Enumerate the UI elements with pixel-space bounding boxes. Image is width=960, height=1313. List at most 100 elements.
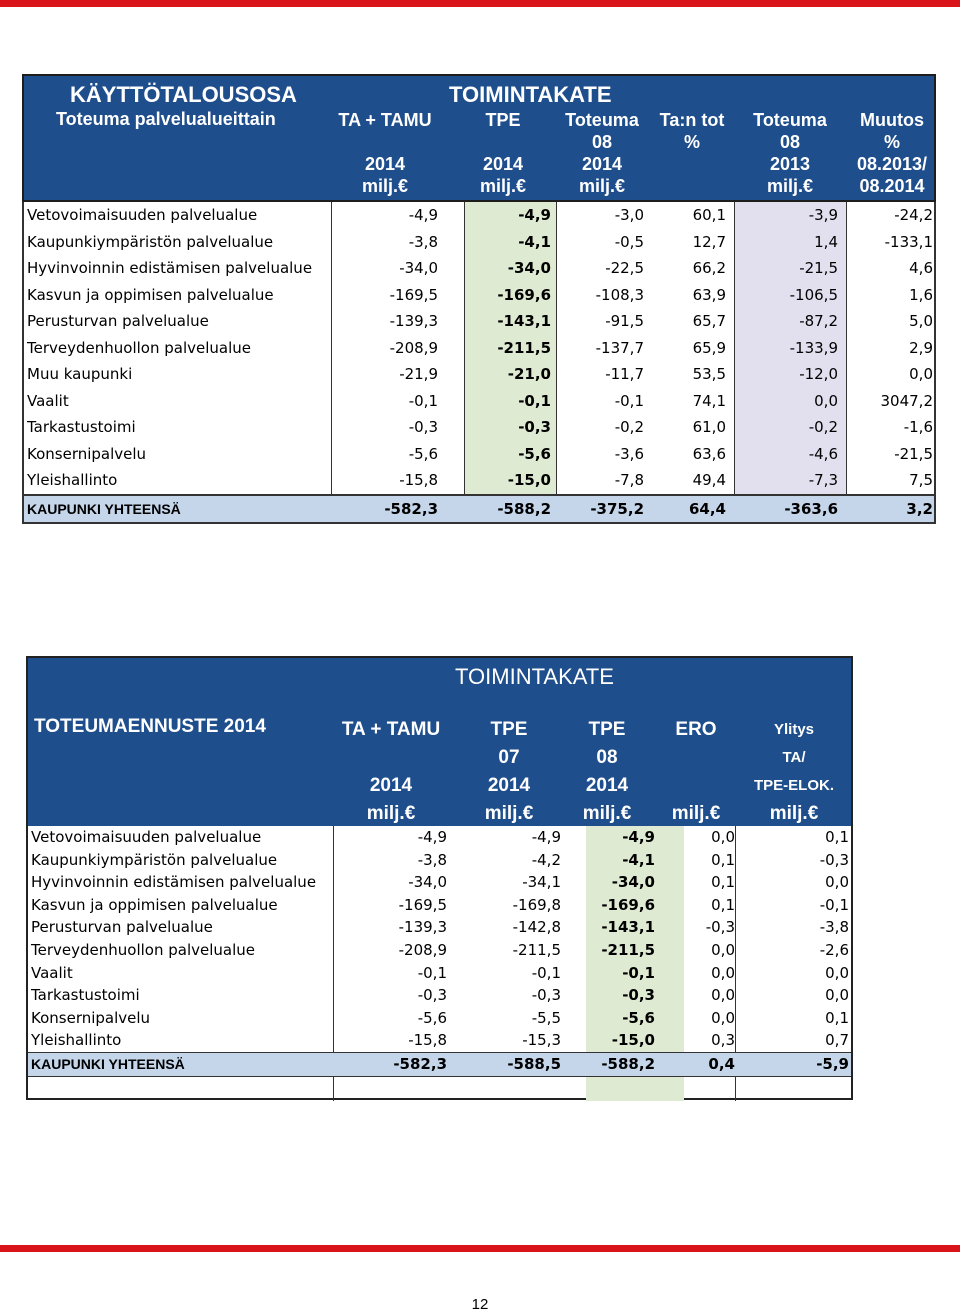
cell-value: -588,5: [507, 1054, 561, 1073]
cell-value: 61,0: [692, 418, 726, 436]
cell-value: 2,9: [909, 338, 933, 357]
cell-value: -133,1: [884, 232, 933, 251]
t2-col-header-ero: ERO milj.€: [671, 719, 721, 824]
cell-value: -4,2: [531, 850, 561, 869]
cell-value: 4,6: [909, 259, 933, 277]
cell-value: -11,7: [605, 365, 644, 383]
cell-value: -0,5: [614, 232, 644, 251]
cell-value: 63,9: [692, 285, 726, 304]
cell-value: -3,6: [614, 444, 644, 463]
cell-value: -143,1: [601, 918, 655, 937]
cell-value: -21,9: [399, 365, 438, 383]
cell-value: -5,6: [417, 1008, 447, 1027]
cell-value: 5,0: [909, 312, 933, 330]
cell-value: 0,1: [825, 1008, 849, 1027]
forecast-group-header: TOIMINTAKATE: [455, 664, 614, 689]
cell-value: -0,3: [417, 986, 447, 1005]
cell-value: -169,6: [497, 285, 551, 304]
cell-value: 0,7: [825, 1031, 849, 1050]
cell-value: 53,5: [692, 365, 726, 383]
row-label: KAUPUNKI YHTEENSÄ: [31, 1055, 185, 1072]
col-header-toteuma-08-2014: Toteuma 08 2014 milj.€: [565, 110, 639, 196]
table-row: Kasvun ja oppimisen palvelualue -169,5 -16…: [28, 894, 851, 917]
cell-value: -87,2: [799, 312, 838, 330]
cell-value: -108,3: [595, 285, 644, 304]
cell-value: -21,5: [894, 444, 933, 463]
cell-value: -0,3: [531, 986, 561, 1005]
forecast-table-header: TOIMINTAKATE TOTEUMAENNUSTE 2014 TA + TA…: [28, 658, 851, 826]
table-row: Tarkastustoimi -0,3 -0,3 -0,2 61,0 -0,2 -1,6: [24, 414, 934, 441]
row-label: Vetovoimaisuuden palvelualue: [27, 206, 258, 224]
cell-value: -0,1: [614, 391, 644, 410]
cell-value: -15,0: [611, 1031, 655, 1050]
cell-value: 0,1: [711, 895, 735, 914]
t2-col-header-ta-tamu: TA + TAMU 2014 milj.€: [341, 719, 441, 824]
cell-value: -0,1: [622, 963, 655, 982]
row-label: Konsernipalvelu: [31, 1008, 151, 1027]
cell-value: -5,5: [531, 1008, 561, 1027]
cell-value: -1,6: [903, 418, 933, 436]
cell-value: -15,8: [408, 1031, 447, 1050]
cell-value: 0,0: [711, 940, 735, 959]
cell-value: 3,2: [906, 499, 933, 518]
forecast-table-body: Vetovoimaisuuden palvelualue -4,9 -4,9 -4,9…: [28, 826, 851, 1101]
total-row: KAUPUNKI YHTEENSÄ -582,3 -588,2 -375,2 64,4 -…: [24, 493, 934, 522]
empty-row: [28, 1077, 851, 1101]
cell-value: 0,1: [825, 828, 849, 846]
cell-value: 1,4: [814, 232, 838, 251]
row-label: Kasvun ja oppimisen palvelualue: [27, 285, 274, 304]
table-row: Hyvinvoinnin edistämisen palvelualue -34,…: [24, 255, 934, 282]
cell-value: -3,8: [417, 850, 447, 869]
table-row: Vaalit -0,1 -0,1 -0,1 0,0 0,0: [28, 962, 851, 985]
row-label: Tarkastustoimi: [27, 418, 136, 436]
cell-value: -15,8: [399, 471, 438, 489]
cell-value: -3,8: [819, 918, 849, 937]
cell-value: -34,0: [408, 873, 447, 892]
cell-value: -582,3: [384, 499, 438, 518]
cell-value: -211,5: [601, 940, 655, 959]
cell-value: -4,1: [622, 850, 655, 869]
table-row: Konsernipalvelu -5,6 -5,6 -3,6 63,6 -4,6 -21,5: [24, 441, 934, 468]
row-label: Hyvinvoinnin edistämisen palvelualue: [31, 873, 317, 892]
cell-value: 0,0: [825, 963, 849, 982]
cell-value: 3047,2: [880, 391, 934, 410]
cell-value: -2,6: [819, 940, 849, 959]
cell-value: -211,5: [512, 940, 561, 959]
cell-value: -21,0: [507, 365, 551, 383]
cell-value: -139,3: [389, 312, 438, 330]
operating-table-subtitle: Toteuma palvelualueittain: [56, 109, 276, 129]
forecast-table-title: TOTEUMAENNUSTE 2014: [34, 716, 266, 737]
table-row: Terveydenhuollon palvelualue -208,9 -211,5…: [24, 335, 934, 362]
table-row: Yleishallinto -15,8 -15,0 -7,8 49,4 -7,3 7,5: [24, 467, 934, 494]
cell-value: 0,3: [711, 1031, 735, 1050]
cell-value: -5,6: [622, 1008, 655, 1027]
cell-value: -0,3: [819, 850, 849, 869]
cell-value: -0,3: [705, 918, 735, 937]
cell-value: -143,1: [497, 312, 551, 330]
row-label: Terveydenhuollon palvelualue: [31, 940, 255, 959]
cell-value: -211,5: [497, 338, 551, 357]
cell-value: -7,3: [808, 471, 838, 489]
cell-value: -4,9: [518, 206, 551, 224]
table-row: Kaupunkiympäristön palvelualue -3,8 -4,1 -0…: [24, 229, 934, 256]
cell-value: -0,1: [518, 391, 551, 410]
row-label: Tarkastustoimi: [31, 986, 140, 1005]
cell-value: -12,0: [799, 365, 838, 383]
cell-value: -91,5: [605, 312, 644, 330]
cell-value: -3,9: [808, 206, 838, 224]
cell-value: -208,9: [389, 338, 438, 357]
cell-value: -139,3: [398, 918, 447, 937]
row-label: KAUPUNKI YHTEENSÄ: [27, 500, 181, 517]
cell-value: -169,5: [389, 285, 438, 304]
table-row: Hyvinvoinnin edistämisen palvelualue -34,…: [28, 871, 851, 894]
operating-table-header: KÄYTTÖTALOUSOSA Toteuma palvelualueittai…: [22, 74, 936, 202]
cell-value: -4,6: [808, 444, 838, 463]
row-label: Yleishallinto: [27, 471, 118, 489]
cell-value: -588,2: [497, 499, 551, 518]
cell-value: -375,2: [590, 499, 644, 518]
cell-value: -7,8: [614, 471, 644, 489]
cell-value: -588,2: [601, 1054, 655, 1073]
t2-col-header-tpe-07: TPE 07 2014 milj.€: [484, 719, 534, 824]
row-label: Vaalit: [31, 963, 73, 982]
cell-value: -5,6: [408, 444, 438, 463]
